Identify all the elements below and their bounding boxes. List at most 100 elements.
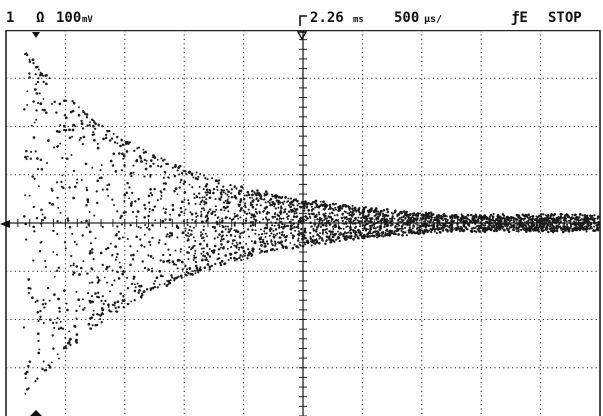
trace-point	[546, 214, 550, 217]
trace-point	[539, 226, 542, 229]
trace-point	[243, 254, 246, 257]
trace-point	[374, 222, 377, 225]
trace-point	[36, 310, 40, 314]
trace-point	[309, 236, 312, 238]
trace-point	[391, 212, 394, 215]
trace-point	[56, 220, 59, 223]
trace-point	[491, 216, 494, 219]
trace-point	[39, 102, 43, 106]
trace-point	[72, 264, 75, 267]
trace-point	[297, 233, 300, 236]
trace-point	[482, 217, 485, 220]
trace-point	[210, 249, 214, 253]
trace-point	[75, 333, 79, 336]
trace-point	[28, 76, 31, 79]
trace-point	[53, 275, 56, 278]
trace-point	[108, 290, 112, 293]
trace-point	[340, 207, 344, 210]
trace-point	[28, 58, 31, 61]
trace-point	[62, 347, 65, 350]
trace-point	[239, 200, 242, 204]
trace-point	[472, 226, 475, 229]
trace-point	[517, 227, 520, 230]
trace-point	[24, 155, 27, 159]
trace-point	[534, 219, 536, 222]
trace-point	[151, 208, 155, 212]
trace-point	[357, 208, 360, 211]
trace-point	[217, 182, 220, 185]
trace-point	[573, 224, 577, 227]
trace-point	[326, 228, 328, 230]
trace-point	[28, 72, 31, 75]
trace-point	[527, 213, 530, 217]
trace-point	[50, 361, 53, 364]
trace-point	[229, 252, 231, 255]
trace-point	[350, 218, 353, 221]
trace-point	[138, 284, 141, 288]
trace-point	[37, 185, 40, 188]
trace-point	[452, 221, 455, 224]
trace-point	[81, 234, 84, 237]
trace-point	[118, 152, 121, 155]
trace-point	[268, 211, 271, 214]
trace-point	[201, 220, 204, 224]
trace-point	[176, 169, 179, 172]
trace-point	[327, 208, 330, 211]
trace-point	[191, 273, 194, 276]
trace-point	[296, 204, 299, 207]
trace-point	[314, 215, 317, 218]
trace-point	[484, 222, 487, 225]
trace-point	[348, 229, 351, 232]
trace-point	[195, 256, 197, 259]
trace-point	[87, 322, 91, 326]
trace-point	[200, 247, 203, 250]
trace-point	[571, 213, 574, 216]
trace-point	[352, 237, 355, 241]
trace-point	[365, 216, 368, 219]
trace-point	[28, 194, 31, 197]
trace-point	[281, 246, 284, 249]
trace-point	[234, 197, 237, 200]
trace-point	[390, 222, 393, 225]
trace-point	[352, 219, 355, 222]
trace-point	[495, 218, 498, 221]
trace-point	[455, 228, 458, 232]
trace-point	[68, 136, 72, 140]
trace-point	[154, 219, 157, 222]
trace-point	[342, 234, 345, 238]
trace-point	[143, 233, 146, 236]
trace-point	[554, 222, 557, 225]
trace-point	[486, 221, 489, 224]
trace-point	[556, 230, 559, 233]
trace-point	[396, 222, 399, 225]
trace-point	[343, 210, 346, 213]
trace-point	[185, 173, 188, 176]
trace-point	[242, 198, 246, 201]
trace-point	[568, 219, 570, 222]
trace-point	[351, 204, 354, 207]
trace-point	[413, 219, 416, 222]
trace-point	[407, 222, 409, 225]
trace-point	[36, 80, 40, 84]
trace-point	[303, 205, 306, 208]
trace-point	[187, 235, 190, 238]
trace-point	[71, 232, 74, 235]
trace-point	[231, 242, 234, 245]
trace-point	[432, 213, 435, 216]
trace-point	[208, 265, 211, 269]
trace-point	[109, 159, 113, 163]
trace-point	[381, 219, 384, 222]
trace-point	[94, 324, 97, 327]
trace-point	[138, 154, 142, 158]
trace-point	[56, 233, 59, 236]
trace-point	[384, 222, 387, 225]
trace-point	[188, 246, 191, 249]
trace-point	[64, 247, 67, 250]
trace-point	[550, 214, 553, 216]
trace-point	[155, 276, 159, 280]
trace-point	[186, 221, 189, 224]
trace-point	[39, 158, 43, 162]
trace-point	[254, 215, 257, 218]
trace-point	[287, 204, 290, 207]
trace-point	[193, 254, 196, 257]
